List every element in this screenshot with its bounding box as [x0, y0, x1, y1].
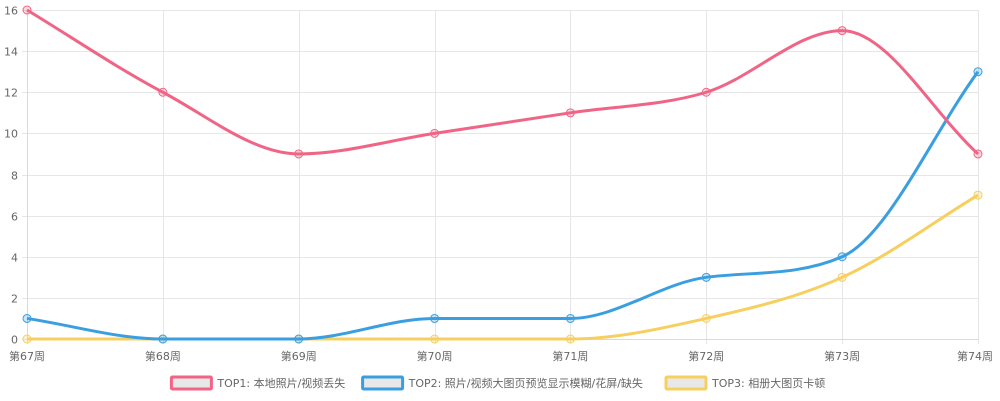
data-point — [430, 334, 440, 344]
y-tick-label: 10 — [4, 128, 18, 141]
data-point — [701, 313, 711, 323]
data-point — [22, 5, 32, 15]
y-tick-label: 0 — [11, 334, 18, 347]
data-point — [430, 128, 440, 138]
data-point — [294, 149, 304, 159]
series-2-line — [26, 70, 980, 341]
data-point — [837, 272, 847, 282]
x-axis-ticks: 第67周 第68周 第69周 第70周 第71周 第72周 第73周 第74周 — [9, 349, 993, 363]
legend-item-3[interactable]: TOP3: 相册大图页卡顿 — [664, 375, 825, 391]
legend-swatch — [664, 375, 708, 391]
data-point — [294, 334, 304, 344]
legend-item-1[interactable]: TOP1: 本地照片/视频丢失 — [169, 375, 345, 391]
data-point — [22, 334, 32, 344]
data-point — [837, 252, 847, 262]
data-point — [973, 149, 983, 159]
series-3 — [22, 190, 983, 344]
data-point — [430, 313, 440, 323]
y-tick-label: 12 — [4, 87, 18, 100]
series-1-line — [26, 8, 980, 156]
x-tick-label: 第67周 — [9, 349, 45, 363]
legend[interactable]: TOP1: 本地照片/视频丢失 TOP2: 照片/视频大图页预览显示模糊/花屏/缺… — [169, 375, 825, 391]
y-axis-ticks: 0 2 4 6 8 10 12 14 16 — [4, 5, 18, 347]
series-group — [22, 5, 983, 344]
data-point — [565, 313, 575, 323]
legend-item-2[interactable]: TOP2: 照片/视频大图页预览显示模糊/花屏/缺失 — [361, 375, 643, 391]
x-tick-label: 第71周 — [552, 349, 588, 363]
series-1 — [22, 5, 983, 159]
grid-lines — [22, 10, 979, 344]
data-point — [837, 26, 847, 36]
legend-label: TOP2: 照片/视频大图页预览显示模糊/花屏/缺失 — [408, 376, 643, 390]
x-tick-label: 第70周 — [417, 349, 453, 363]
y-tick-label: 16 — [4, 5, 18, 18]
data-point — [565, 334, 575, 344]
legend-swatch — [361, 375, 405, 391]
legend-swatch — [169, 375, 213, 391]
series-2 — [22, 67, 983, 344]
x-tick-label: 第74周 — [957, 349, 993, 363]
y-tick-label: 4 — [11, 252, 18, 265]
x-tick-label: 第68周 — [145, 349, 181, 363]
data-point — [22, 313, 32, 323]
y-tick-label: 6 — [11, 211, 18, 224]
data-point — [565, 108, 575, 118]
y-tick-label: 2 — [11, 293, 18, 306]
y-tick-label: 14 — [4, 46, 18, 59]
legend-label: TOP3: 相册大图页卡顿 — [711, 376, 825, 390]
data-point — [701, 272, 711, 282]
y-tick-label: 8 — [11, 170, 18, 183]
axes — [27, 10, 978, 340]
legend-label: TOP1: 本地照片/视频丢失 — [216, 376, 345, 390]
x-tick-label: 第73周 — [824, 349, 860, 363]
data-point — [158, 334, 168, 344]
data-point — [973, 67, 983, 77]
x-tick-label: 第72周 — [688, 349, 724, 363]
data-point — [701, 87, 711, 97]
data-point — [973, 190, 983, 200]
data-point — [158, 87, 168, 97]
x-tick-label: 第69周 — [281, 349, 317, 363]
